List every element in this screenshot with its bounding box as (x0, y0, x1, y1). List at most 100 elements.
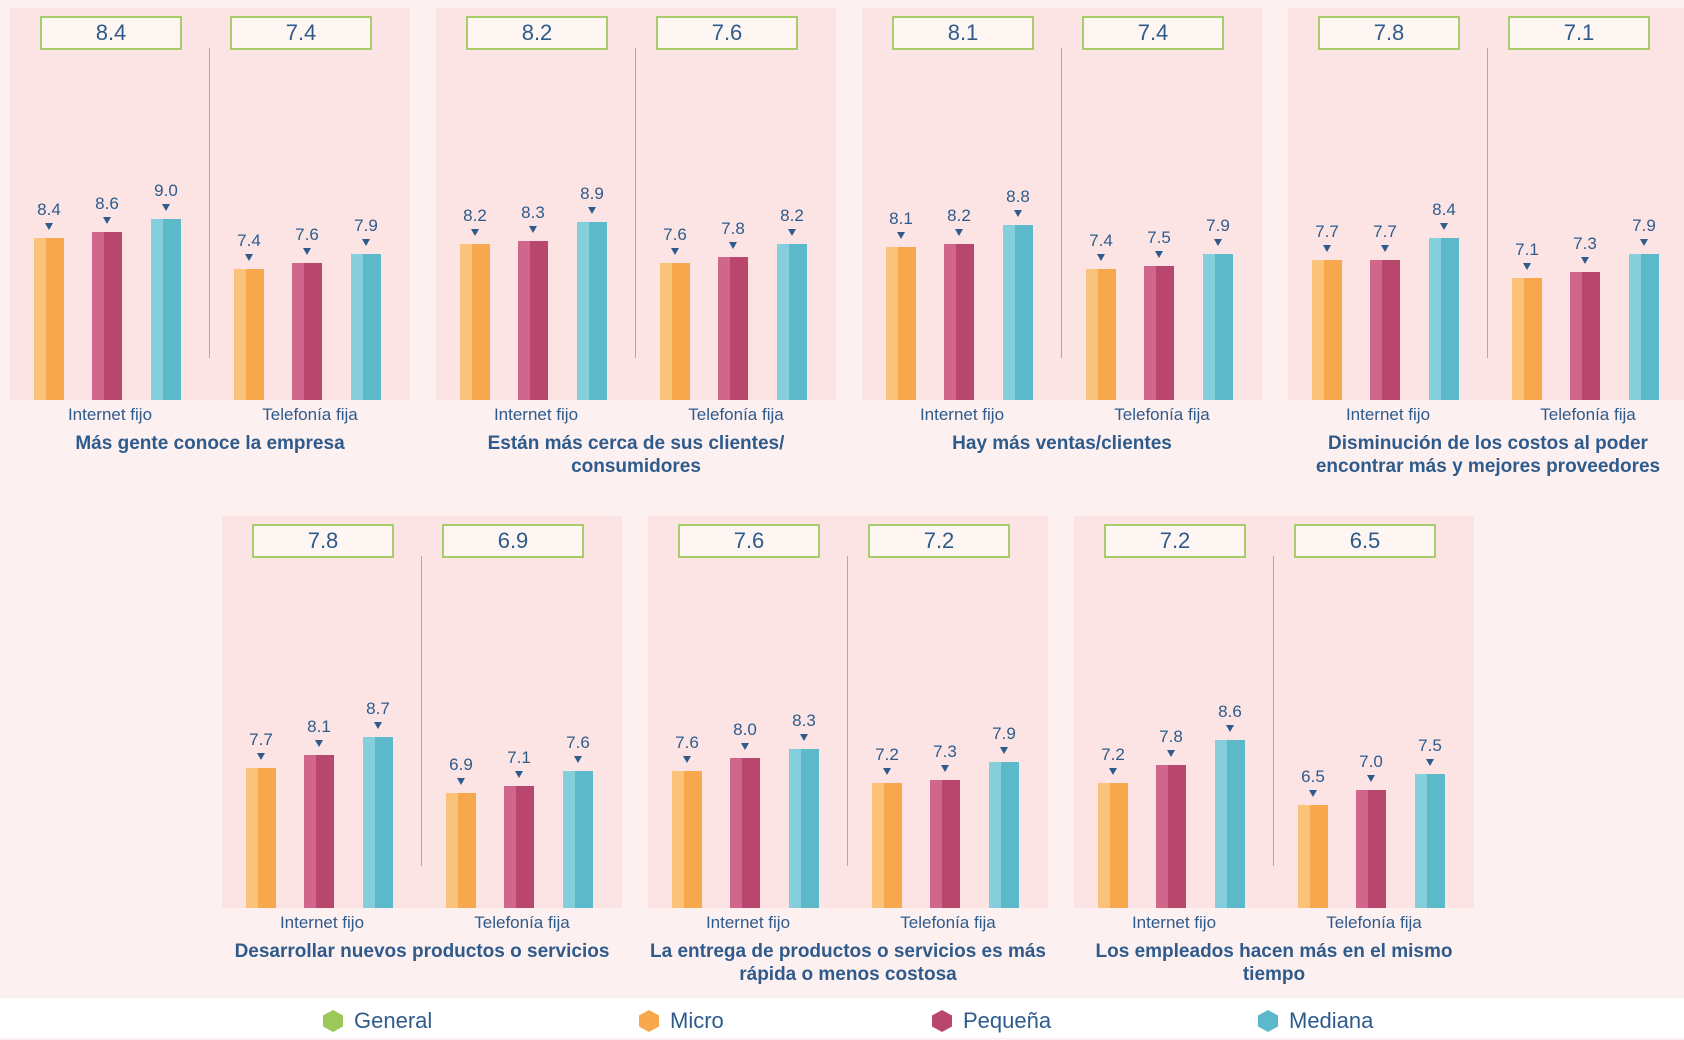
down-arrow-icon (741, 743, 749, 750)
value-label: 8.3 (792, 711, 816, 730)
down-arrow-icon (1640, 239, 1648, 246)
down-arrow-icon (683, 756, 691, 763)
value-label: 7.6 (675, 733, 699, 752)
bar-highlight (304, 755, 316, 908)
value-label: 7.7 (1373, 222, 1397, 241)
chart-panel: 7.8 7.7 8.1 8.7 Internet fijo 6.9 6.9 7.1 7.6 Tel… (222, 516, 622, 962)
general-average-box: 7.6 (678, 524, 820, 558)
down-arrow-icon (471, 229, 479, 236)
down-arrow-icon (1523, 263, 1531, 270)
value-label: 7.9 (1632, 216, 1656, 235)
general-average-box: 8.2 (466, 16, 608, 50)
value-label: 8.7 (366, 699, 390, 718)
bar-pequena (1356, 790, 1386, 908)
value-label: 8.2 (780, 206, 804, 225)
legend-label-mediana: Mediana (1289, 1008, 1374, 1033)
value-label: 7.8 (721, 219, 745, 238)
bar-micro (1512, 278, 1542, 400)
bar-mediana (1215, 740, 1245, 908)
bar-micro (1298, 805, 1328, 908)
chart-title: Desarrollar nuevos productos o servicios (234, 941, 610, 962)
bar-highlight (989, 762, 1001, 908)
down-arrow-icon (245, 254, 253, 261)
chart-title: Hay más ventas/clientes (952, 433, 1172, 454)
value-label: 7.6 (663, 225, 687, 244)
chart-panel: 8.1 8.1 8.2 8.8 Internet fijo 7.4 7.4 7.5 7.9 Tel… (862, 8, 1262, 454)
group-label: Internet fijo (1131, 913, 1217, 932)
down-arrow-icon (1426, 759, 1434, 766)
value-label: 6.9 (449, 755, 473, 774)
legend-item-general: General (322, 1008, 432, 1034)
down-arrow-icon (1440, 223, 1448, 230)
down-arrow-icon (457, 778, 465, 785)
down-arrow-icon (515, 771, 523, 778)
legend-item-mediana: Mediana (1257, 1008, 1373, 1034)
bar-highlight (34, 238, 46, 400)
value-label: 8.4 (37, 200, 61, 219)
value-label: 8.2 (463, 206, 487, 225)
group-label: Telefonía fija (1326, 913, 1422, 932)
value-label: 7.2 (875, 745, 899, 764)
value-label: 8.8 (1006, 187, 1030, 206)
chart-grid: 8.4 8.4 8.6 9.0 Internet fijo 7.4 7.4 7.6 7.9 Tel… (10, 8, 1684, 985)
bar-group: 7.2 7.2 7.8 8.6 Internet fijo (1074, 516, 1274, 946)
bar-highlight (446, 793, 458, 908)
bar-group: 7.6 7.6 7.8 8.2 Telefonía fija (636, 8, 836, 438)
bar-highlight (460, 244, 472, 400)
down-arrow-icon (257, 753, 265, 760)
legend-item-micro: Micro (638, 1008, 724, 1034)
bar-group: 8.4 8.4 8.6 9.0 Internet fijo (10, 8, 210, 438)
value-label: 7.9 (992, 724, 1016, 743)
down-arrow-icon (362, 239, 370, 246)
value-label: 6.5 (1301, 767, 1325, 786)
bar-highlight (730, 758, 742, 908)
down-arrow-icon (1381, 245, 1389, 252)
value-label: 7.5 (1147, 228, 1171, 247)
bar-highlight (504, 786, 516, 908)
legend-item-pequena: Pequeña (931, 1008, 1051, 1034)
general-average-box: 7.2 (868, 524, 1010, 558)
down-arrow-icon (883, 768, 891, 775)
bar-group: 7.2 7.2 7.3 7.9 Telefonía fija (848, 516, 1048, 946)
bar-highlight (1570, 272, 1582, 400)
group-divider (421, 556, 422, 866)
value-label: 7.7 (249, 730, 273, 749)
group-label: Telefonía fija (1540, 405, 1636, 424)
group-label: Telefonía fija (900, 913, 996, 932)
group-label: Internet fijo (1345, 405, 1431, 424)
bar-mediana (351, 254, 381, 400)
value-label: 7.5 (1418, 736, 1442, 755)
chart-plot-area (222, 516, 622, 908)
chart-panel: 8.2 8.2 8.3 8.9 Internet fijo 7.6 7.6 7.8 8.2 Tel… (436, 8, 836, 477)
bar-pequena (304, 755, 334, 908)
bar-pequena (518, 241, 548, 400)
group-divider (847, 556, 848, 866)
group-divider (1273, 556, 1274, 866)
value-label: 8.6 (95, 194, 119, 213)
group-label: Telefonía fija (262, 405, 358, 424)
value-label: 8.1 (307, 717, 331, 736)
bar-group: 7.4 7.4 7.5 7.9 Telefonía fija (1062, 8, 1262, 438)
down-arrow-icon (1155, 251, 1163, 258)
bar-highlight (718, 257, 730, 400)
bar-mediana (577, 222, 607, 400)
value-label: 7.9 (354, 216, 378, 235)
chart-plot-area (1074, 516, 1474, 908)
bar-highlight (246, 768, 258, 908)
bar-micro (872, 783, 902, 908)
bar-pequena (92, 232, 122, 400)
down-arrow-icon (1214, 239, 1222, 246)
chart-title: Más gente conoce la empresa (75, 433, 345, 454)
group-label: Internet fijo (67, 405, 153, 424)
bar-pequena (718, 257, 748, 400)
value-label: 7.0 (1359, 752, 1383, 771)
value-label: 7.4 (1089, 231, 1113, 250)
bar-micro (460, 244, 490, 400)
bar-micro (246, 768, 276, 908)
bar-highlight (292, 263, 304, 400)
group-label: Internet fijo (493, 405, 579, 424)
bar-highlight (1356, 790, 1368, 908)
value-label: 7.4 (237, 231, 261, 250)
chart-title: Los empleados hacen más en el mismo tiem… (1095, 941, 1453, 985)
group-divider (635, 48, 636, 358)
